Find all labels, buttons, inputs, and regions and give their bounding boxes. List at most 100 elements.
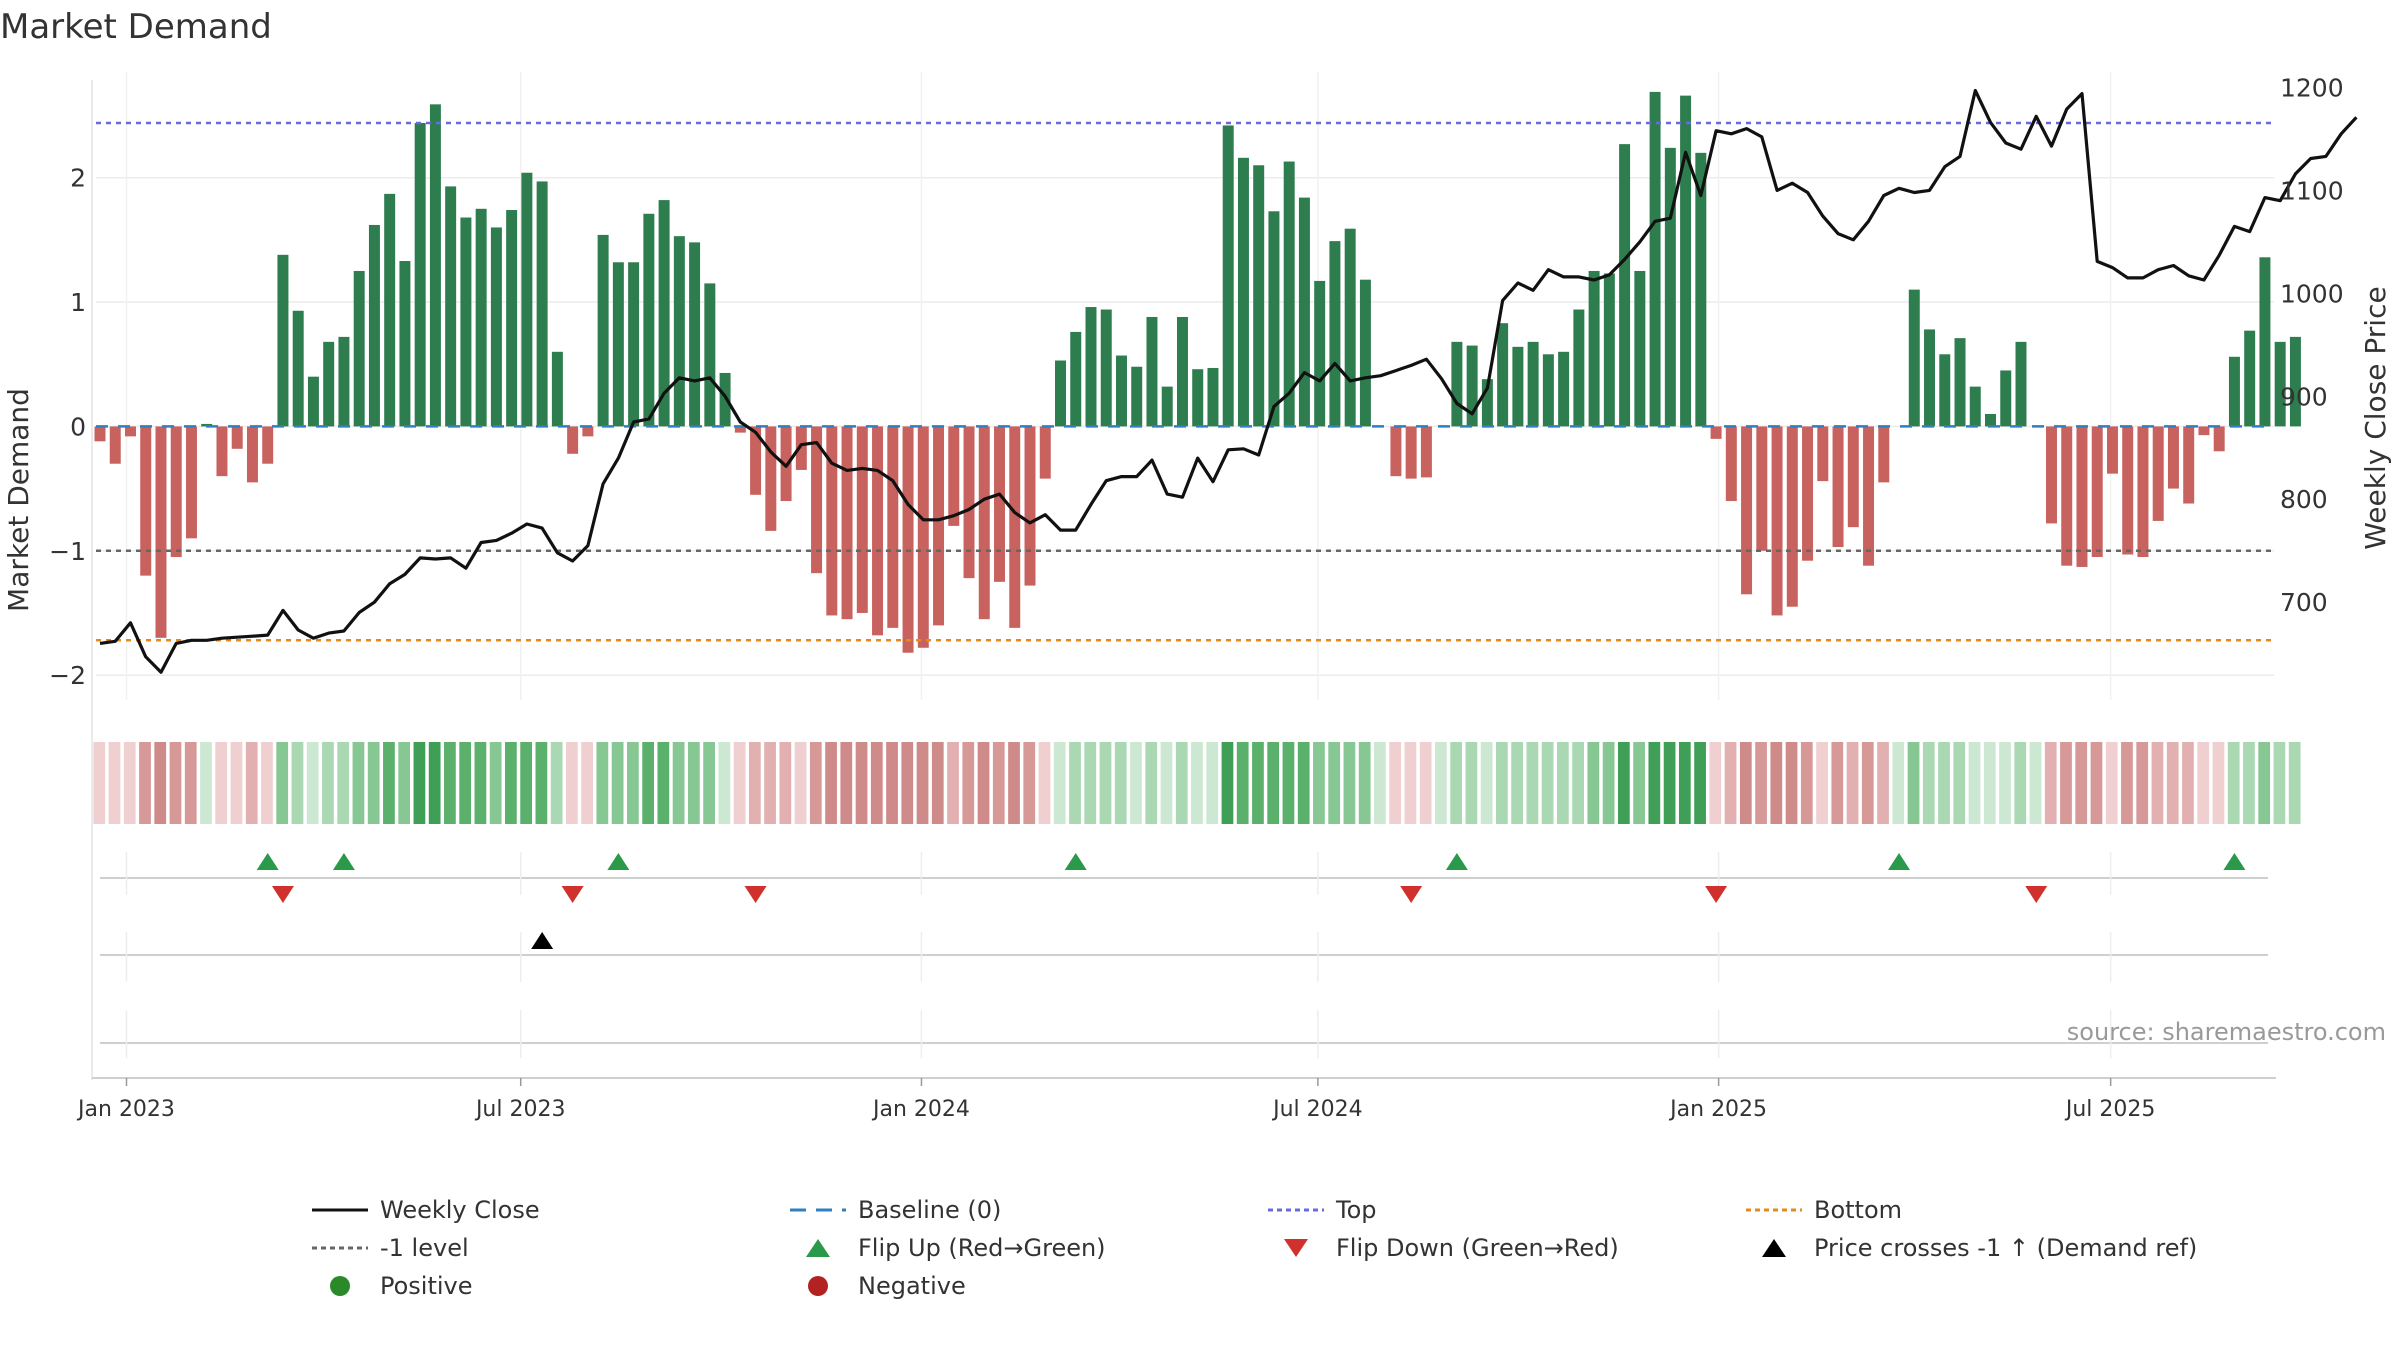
demand-bar	[1710, 426, 1722, 439]
demand-bar	[1192, 369, 1204, 427]
demand-bar	[1024, 426, 1036, 586]
positive-dot-icon	[330, 1276, 350, 1296]
heat-strip-cell	[489, 742, 502, 824]
heat-strip-cell	[1663, 742, 1676, 824]
flip-up-marker	[2223, 853, 2246, 870]
heat-strip-cell	[337, 742, 350, 824]
y-tick-label: 0	[70, 412, 86, 441]
legend-price-cross: Price crosses -1 ↑ (Demand ref)	[1734, 1234, 2234, 1262]
demand-bar	[1741, 426, 1753, 595]
demand-bar	[1268, 211, 1280, 427]
demand-bar	[368, 224, 380, 427]
demand-bar	[1390, 426, 1402, 477]
demand-bar	[1146, 316, 1158, 427]
heat-strip-cell	[886, 742, 898, 824]
heat-strip-cell	[977, 742, 990, 824]
demand-bar	[536, 181, 548, 427]
flip-down-marker	[561, 886, 584, 903]
heat-strip-cell	[687, 742, 700, 824]
demand-bar	[1100, 309, 1112, 427]
demand-bar	[1344, 228, 1356, 427]
heat-strip-cell	[1785, 742, 1798, 824]
heat-strip-cell	[672, 742, 685, 824]
demand-bar	[1695, 152, 1707, 427]
heat-strip-cell	[1694, 742, 1706, 824]
demand-bar	[1756, 426, 1768, 551]
legend-positive: Positive	[300, 1272, 778, 1300]
demand-bar	[1939, 354, 1951, 427]
x-tick-label: Jan 2025	[1668, 1097, 1767, 1122]
heat-strip-cell	[779, 742, 792, 824]
demand-bar	[1237, 157, 1249, 427]
heat-strip-cell	[123, 742, 136, 824]
heat-strip-cell	[1023, 742, 1036, 824]
heat-strip-cell	[1175, 742, 1188, 824]
heat-strip-cell	[2288, 742, 2301, 824]
demand-bar	[704, 283, 716, 427]
legend-minus-one: -1 level	[300, 1234, 778, 1262]
demand-bar	[1512, 346, 1524, 427]
heat-strip-cell	[718, 742, 731, 824]
y-tick-label: 2	[70, 164, 86, 193]
reference-lines	[96, 121, 2274, 642]
demand-bar	[1542, 354, 1554, 427]
demand-bar	[1527, 341, 1539, 427]
heat-strip-cell	[93, 742, 106, 824]
heat-strip-cell	[901, 742, 914, 824]
demand-bar	[948, 426, 960, 526]
demand-bar	[2198, 426, 2210, 436]
y2-axis-label: Weekly Close Price	[2359, 286, 2392, 549]
flip-down-marker	[2025, 886, 2048, 903]
legend-baseline: Baseline (0)	[778, 1196, 1256, 1224]
flip-down-marker	[1400, 886, 1423, 903]
heat-strip-cell	[1755, 742, 1767, 824]
demand-bar	[1725, 426, 1737, 502]
demand-bar	[1253, 165, 1265, 427]
demand-bar	[414, 122, 426, 427]
x-tick-label: Jul 2024	[1271, 1097, 1363, 1122]
demand-bar	[1680, 95, 1692, 427]
demand-bar	[1573, 309, 1585, 427]
y2-tick-label: 1000	[2280, 279, 2344, 308]
demand-bar	[2106, 426, 2118, 474]
demand-bar	[750, 426, 762, 495]
heat-strip-cell	[139, 742, 151, 824]
demand-bar	[1222, 125, 1234, 427]
demand-bar	[643, 213, 655, 427]
demand-bar	[490, 227, 502, 427]
heat-strip-cell	[1038, 742, 1051, 824]
demand-bar	[1176, 316, 1188, 427]
legend-weekly-close-label: Weekly Close	[380, 1196, 540, 1224]
demand-bar	[1786, 426, 1798, 607]
demand-bar	[1924, 329, 1936, 427]
demand-bar	[2274, 341, 2286, 427]
demand-bar	[94, 426, 106, 442]
source-label: source: sharemaestro.com	[2067, 1018, 2386, 1046]
demand-bar	[1131, 366, 1143, 427]
demand-bar	[795, 426, 807, 470]
heat-strip-cell	[657, 742, 670, 824]
heat-strip-cell	[1709, 742, 1722, 824]
heat-strip-cell	[1343, 742, 1356, 824]
heat-strip-cell	[764, 742, 776, 824]
demand-bar	[978, 426, 990, 620]
y2-tick-label: 900	[2280, 382, 2328, 411]
heat-strip-cell	[2014, 742, 2027, 824]
demand-bar	[2213, 426, 2225, 452]
demand-bar	[841, 426, 853, 620]
heat-strip-cell	[1572, 742, 1584, 824]
heat-strip-cell	[1861, 742, 1874, 824]
heat-strip-cell	[1267, 742, 1280, 824]
flip-up-marker	[332, 853, 355, 870]
heat-strip-cell	[1480, 742, 1493, 824]
weekly-close-line	[99, 88, 2358, 674]
demand-bar	[1451, 341, 1463, 427]
demand-bar	[856, 426, 868, 613]
heat-strip-cell	[1907, 742, 1920, 824]
flip-up-marker	[1064, 853, 1087, 870]
demand-bar	[1314, 280, 1326, 427]
legend-positive-label: Positive	[380, 1272, 473, 1300]
demand-bar	[2228, 356, 2240, 427]
demand-bar	[521, 172, 533, 427]
heat-strip-cell	[1114, 742, 1127, 824]
